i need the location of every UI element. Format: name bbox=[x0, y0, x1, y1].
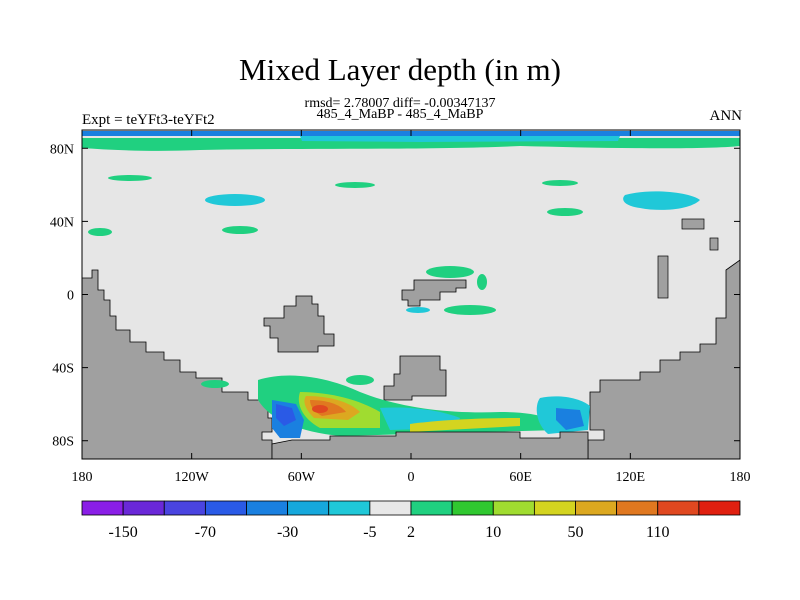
anomaly-north-6 bbox=[88, 228, 112, 236]
colorbar-swatch bbox=[451, 500, 494, 516]
y-tick-label: 0 bbox=[67, 289, 74, 304]
x-tick-label: 120E bbox=[616, 470, 646, 485]
anomaly-north-2 bbox=[335, 182, 375, 188]
x-tick-label: 180 bbox=[72, 470, 93, 485]
anomaly-north-3 bbox=[542, 180, 578, 186]
anomaly-north-1 bbox=[108, 175, 152, 181]
x-axis-ticks: 180 120W 60W 0 60E 120E 180 bbox=[72, 130, 751, 485]
colorbar-label: -30 bbox=[277, 524, 298, 541]
arctic-cyan-band bbox=[300, 136, 620, 142]
colorbar: -150 -70 -30 -5 2 10 50 110 bbox=[81, 500, 741, 541]
colorbar-swatch bbox=[204, 500, 247, 516]
inland-sea-2 bbox=[709, 237, 719, 251]
anomaly-north-pacific bbox=[623, 191, 700, 210]
x-tick-label: 0 bbox=[408, 470, 415, 485]
southern-ocean-blue-east bbox=[556, 408, 584, 430]
anomaly-equator-4 bbox=[477, 274, 487, 290]
anomaly-north-pacific-green bbox=[547, 208, 583, 216]
experiment-subtitle: 485_4_MaBP - 485_4_MaBP bbox=[316, 107, 484, 122]
anomaly-southern-green-1 bbox=[346, 375, 374, 385]
plot-title: Mixed Layer depth (in m) bbox=[239, 52, 561, 87]
colorbar-label: 2 bbox=[407, 524, 415, 541]
x-tick-label: 60E bbox=[509, 470, 532, 485]
western-continent bbox=[263, 295, 335, 353]
map-panel bbox=[81, 129, 741, 460]
colorbar-swatch bbox=[657, 500, 700, 516]
colorbar-swatch bbox=[328, 500, 371, 516]
season-label: ANN bbox=[709, 108, 743, 124]
colorbar-label: 110 bbox=[646, 524, 669, 541]
central-continent bbox=[401, 279, 467, 307]
y-tick-label: 80N bbox=[50, 142, 74, 157]
anomaly-southern-green-west bbox=[201, 380, 229, 388]
colorbar-swatch bbox=[287, 500, 330, 516]
colorbar-swatch bbox=[163, 500, 206, 516]
east-landmass bbox=[587, 259, 741, 460]
colorbar-swatch bbox=[81, 500, 124, 516]
inland-sea-3 bbox=[657, 255, 669, 299]
anomaly-north-atlantic bbox=[205, 194, 265, 206]
x-tick-label: 120W bbox=[175, 470, 210, 485]
southern-ocean-red bbox=[312, 405, 328, 413]
anomaly-equator-3 bbox=[406, 307, 430, 313]
west-landmass bbox=[81, 269, 273, 460]
experiment-label: Expt = teYFt3-teYFt2 bbox=[82, 112, 215, 128]
southern-atlantic-continent bbox=[383, 355, 447, 401]
southern-ocean-darkblue bbox=[276, 404, 296, 426]
x-tick-label: 60W bbox=[288, 470, 316, 485]
colorbar-swatch bbox=[246, 500, 289, 516]
colorbar-swatch bbox=[122, 500, 165, 516]
colorbar-label: 50 bbox=[568, 524, 584, 541]
colorbar-label: -5 bbox=[363, 524, 376, 541]
y-tick-label: 80S bbox=[52, 435, 74, 450]
colorbar-swatch bbox=[369, 500, 412, 516]
anomaly-north-5 bbox=[222, 226, 258, 234]
colorbar-label: -70 bbox=[195, 524, 216, 541]
rmsd-subtitle: rmsd= 2.78007 diff= -0.00347137 bbox=[304, 96, 496, 111]
y-axis-ticks: 80N 40N 0 40S 80S bbox=[50, 142, 740, 450]
colorbar-swatch bbox=[616, 500, 659, 516]
anomaly-equator-1 bbox=[426, 266, 474, 278]
y-tick-label: 40N bbox=[50, 215, 74, 230]
y-tick-label: 40S bbox=[52, 362, 74, 377]
southern-ocean-yellow-band bbox=[410, 418, 520, 432]
colorbar-swatch bbox=[575, 500, 618, 516]
colorbar-swatch bbox=[492, 500, 535, 516]
colorbar-label: 10 bbox=[485, 524, 501, 541]
colorbar-swatch bbox=[410, 500, 453, 516]
anomaly-equator-2 bbox=[444, 305, 496, 315]
x-tick-label: 180 bbox=[730, 470, 751, 485]
inland-sea-1 bbox=[681, 218, 705, 230]
colorbar-swatch bbox=[533, 500, 576, 516]
colorbar-swatch bbox=[698, 500, 741, 516]
colorbar-label: -150 bbox=[108, 524, 137, 541]
